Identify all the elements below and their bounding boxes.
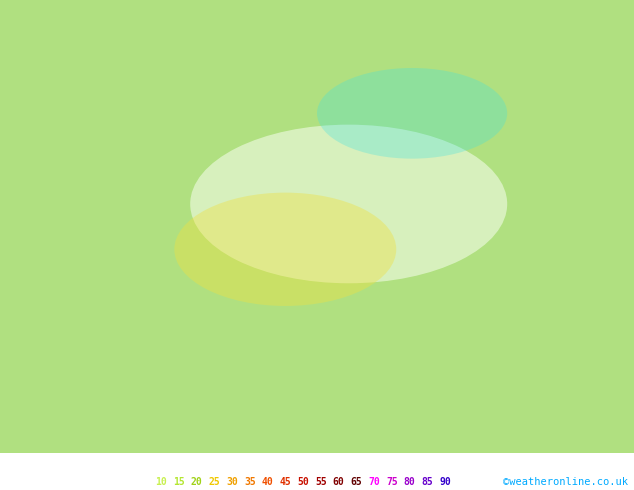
Text: 65: 65 <box>351 477 363 487</box>
Ellipse shape <box>190 124 507 283</box>
Text: Fr 03-05-2024 00:00 UTC (00+00): Fr 03-05-2024 00:00 UTC (00+00) <box>434 459 628 468</box>
Text: 45: 45 <box>280 477 292 487</box>
Text: 10: 10 <box>155 477 167 487</box>
Text: 90: 90 <box>439 477 451 487</box>
Text: 20: 20 <box>191 477 203 487</box>
Text: ©weatheronline.co.uk: ©weatheronline.co.uk <box>503 477 628 487</box>
Text: 60: 60 <box>333 477 345 487</box>
Text: 80: 80 <box>404 477 416 487</box>
Ellipse shape <box>317 68 507 159</box>
Ellipse shape <box>174 193 396 306</box>
Text: 25: 25 <box>209 477 221 487</box>
Text: 40: 40 <box>262 477 274 487</box>
Text: 30: 30 <box>226 477 238 487</box>
Text: 75: 75 <box>386 477 398 487</box>
Text: 85: 85 <box>422 477 434 487</box>
Text: 70: 70 <box>368 477 380 487</box>
Text: 50: 50 <box>297 477 309 487</box>
Text: 15: 15 <box>173 477 185 487</box>
Text: Isotachs 10m (km/h): Isotachs 10m (km/h) <box>6 477 125 487</box>
Text: 35: 35 <box>244 477 256 487</box>
Text: 55: 55 <box>315 477 327 487</box>
Text: Surface pressure [hPa⁻  ECMWF: Surface pressure [hPa⁻ ECMWF <box>6 459 188 468</box>
